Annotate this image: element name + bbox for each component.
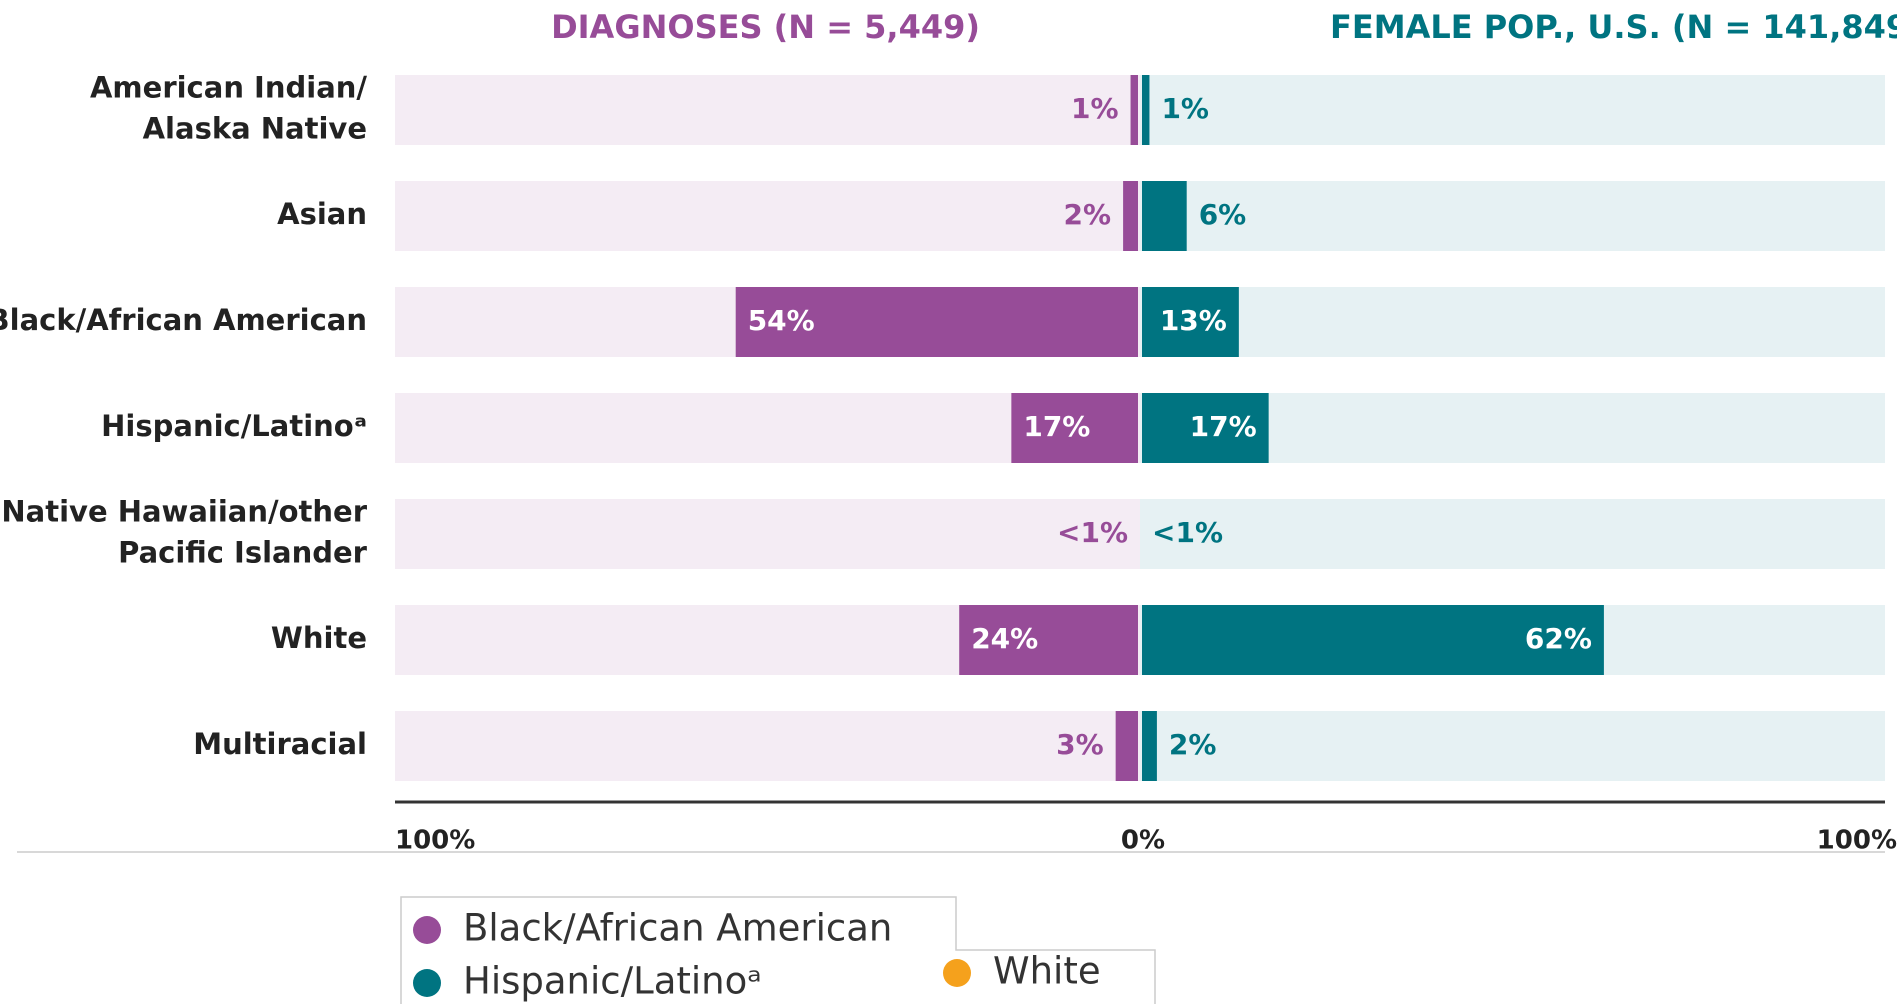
category-label: Black/African American — [0, 303, 367, 337]
category-label: Multiracial — [193, 727, 367, 761]
legend-box — [400, 896, 1156, 1004]
track — [1140, 75, 1885, 145]
track — [1140, 499, 1885, 569]
value-label: 54% — [748, 304, 815, 337]
value-label: 62% — [1525, 622, 1592, 655]
value-label: <1% — [1057, 516, 1128, 549]
value-label: 3% — [1056, 728, 1104, 761]
legend-label: Black/African American — [463, 907, 892, 950]
value-label: <1% — [1152, 516, 1223, 549]
series-header: FEMALE POP., U.S. (N = 141,849,607) — [1330, 8, 1897, 46]
bar — [735, 287, 1138, 357]
value-label: 2% — [1169, 728, 1217, 761]
legend-label: White — [993, 950, 1101, 993]
value-label: 24% — [971, 622, 1038, 655]
category-label: Asian — [277, 197, 367, 231]
value-label: 13% — [1160, 304, 1227, 337]
category-label: Native Hawaiian/other Pacific Islander — [1, 495, 367, 570]
legend-marker — [413, 916, 441, 944]
x-tick-label: 100% — [1817, 826, 1897, 856]
bar — [1123, 181, 1138, 251]
track — [1140, 287, 1885, 357]
value-label: 2% — [1064, 198, 1112, 231]
category-label: White — [271, 621, 367, 655]
bar — [1142, 605, 1604, 675]
value-label: 6% — [1199, 198, 1247, 231]
track — [1140, 181, 1885, 251]
value-label: 1% — [1071, 92, 1119, 125]
bar — [1142, 181, 1187, 251]
bar — [1142, 75, 1150, 145]
value-label: 1% — [1161, 92, 1209, 125]
category-label: American Indian/Alaska Native — [90, 71, 367, 146]
track — [395, 711, 1140, 781]
value-label: 17% — [1190, 410, 1257, 443]
bar — [1011, 393, 1138, 463]
bar — [1142, 711, 1157, 781]
bar — [1115, 711, 1138, 781]
track — [395, 181, 1140, 251]
x-tick-label: 100% — [395, 826, 475, 856]
bar — [1130, 75, 1138, 145]
bar — [1142, 393, 1269, 463]
series-header: DIAGNOSES (N = 5,449) — [551, 8, 980, 46]
track — [1140, 711, 1885, 781]
x-tick-label: 0% — [1121, 826, 1165, 856]
legend-label: Hispanic/Latinoᵃ — [463, 960, 762, 1003]
value-label: 17% — [1023, 410, 1090, 443]
track — [395, 75, 1140, 145]
category-label: Hispanic/Latinoᵃ — [101, 409, 367, 443]
bar — [959, 605, 1138, 675]
legend-marker — [413, 969, 441, 997]
legend-marker — [943, 959, 971, 987]
track — [395, 499, 1140, 569]
bar — [1142, 287, 1239, 357]
